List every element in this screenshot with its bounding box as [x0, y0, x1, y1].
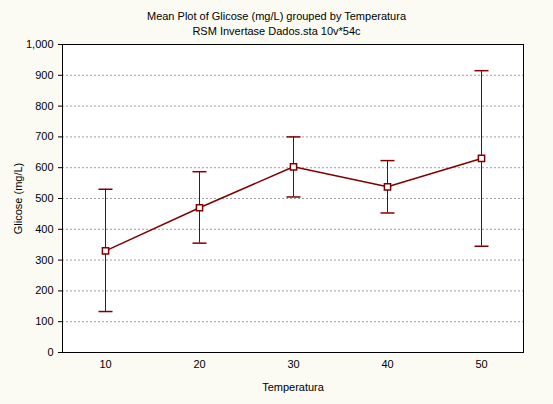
- svg-text:50: 50: [475, 358, 487, 370]
- svg-text:1,000: 1,000: [26, 39, 54, 50]
- svg-text:800: 800: [35, 100, 53, 112]
- svg-text:10: 10: [99, 358, 111, 370]
- svg-text:100: 100: [35, 315, 53, 327]
- svg-text:600: 600: [35, 161, 53, 173]
- svg-text:300: 300: [35, 254, 53, 266]
- svg-text:400: 400: [35, 223, 53, 235]
- svg-text:700: 700: [35, 130, 53, 142]
- svg-text:900: 900: [35, 69, 53, 81]
- svg-text:500: 500: [35, 192, 53, 204]
- html-text:Mean Plot of Glicose (mg/L) gr: Mean Plot of Glicose (mg/L) grouped by T…: [147, 10, 406, 22]
- svg-text:20: 20: [193, 358, 205, 370]
- svg-text:40: 40: [381, 358, 393, 370]
- svg-text:0: 0: [47, 346, 53, 358]
- html-text:RSM Invertase Dados.sta 10v*54: RSM Invertase Dados.sta 10v*54c: [192, 25, 361, 37]
- svg-text:Temperatura: Temperatura: [262, 381, 325, 393]
- svg-text:30: 30: [287, 358, 299, 370]
- svg-text:Glicose (mg/L): Glicose (mg/L): [12, 163, 24, 235]
- svg-text:200: 200: [35, 284, 53, 296]
